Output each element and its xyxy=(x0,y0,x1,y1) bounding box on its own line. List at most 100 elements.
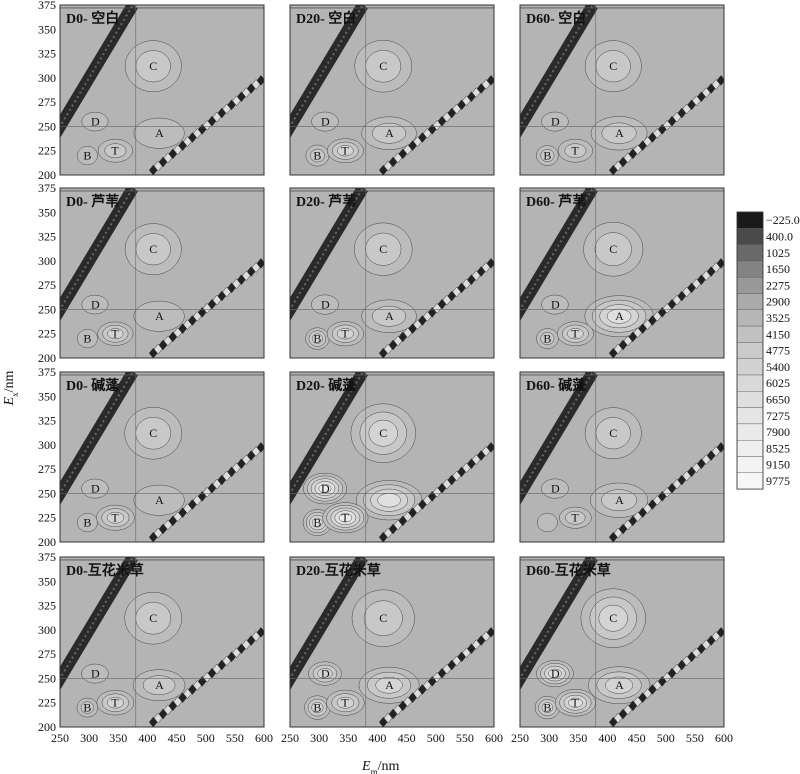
contour-b xyxy=(77,329,98,349)
peak-label-t: T xyxy=(571,144,579,158)
peak-label-c: C xyxy=(149,59,157,73)
y-tick-label: 250 xyxy=(38,671,56,685)
peak-label-a: A xyxy=(615,309,624,323)
y-tick-label: 350 xyxy=(38,22,56,36)
contour-t xyxy=(107,328,124,340)
rayleigh-scatter-core xyxy=(290,188,364,312)
colorbar-level-label: 7900 xyxy=(766,425,790,439)
peak-label-d: D xyxy=(91,298,100,312)
y-tick-label: 250 xyxy=(38,119,56,133)
y-tick-label: 225 xyxy=(38,327,56,341)
peak-label-d: D xyxy=(551,115,560,129)
x-tick-label: 300 xyxy=(80,731,98,745)
colorbar-swatch xyxy=(736,472,764,490)
x-tick-label: 500 xyxy=(657,731,675,745)
contour-a xyxy=(371,122,407,144)
colorbar-level-label: 9150 xyxy=(766,458,790,472)
contour-b xyxy=(311,702,324,714)
y-tick-label: 200 xyxy=(38,720,56,734)
colorbar-level-label: 1650 xyxy=(766,262,790,276)
eem-panel: D60-互花米草 C D A B T 250 300 350 400 450 500 550 600 xyxy=(511,556,733,745)
second-order-scatter-mark xyxy=(716,257,724,269)
peak-label-c: C xyxy=(609,59,617,73)
x-tick-label: 350 xyxy=(109,731,127,745)
y-tick-label: 350 xyxy=(38,389,56,403)
contour-d xyxy=(317,668,333,680)
second-order-scatter-mark xyxy=(716,74,724,86)
peak-label-t: T xyxy=(111,696,119,710)
contour-t xyxy=(568,697,583,708)
colorbar-level-label: 3525 xyxy=(766,311,790,325)
panel-frame xyxy=(519,4,725,176)
peak-label-c: C xyxy=(379,611,387,625)
peak-label-c: C xyxy=(379,59,387,73)
second-order-scatter-mark xyxy=(716,626,724,638)
panel-frame xyxy=(289,187,495,359)
contour-a xyxy=(142,675,176,696)
peak-label-a: A xyxy=(155,126,164,140)
contour-t xyxy=(106,511,125,524)
y-tick-label: 300 xyxy=(38,438,56,452)
colorbar-swatch xyxy=(736,211,764,229)
y-tick-label: 225 xyxy=(38,511,56,525)
colorbar-level-label: 6650 xyxy=(766,392,790,406)
y-tick-label: 325 xyxy=(38,47,56,61)
y-tick-label: 200 xyxy=(38,351,56,365)
peak-label-t: T xyxy=(341,327,349,341)
eem-panel: D60- 芦苇 C D A B T xyxy=(519,187,725,359)
colorbar-level-label: −225.0 xyxy=(766,213,800,227)
second-order-scatter-mark xyxy=(486,257,494,269)
peak-label-b: B xyxy=(83,149,91,163)
y-axis-label: Ex/nm xyxy=(2,370,20,406)
y-tick-label: 250 xyxy=(38,486,56,500)
panel-title: D0- 芦苇 xyxy=(66,193,119,210)
x-tick-label: 550 xyxy=(226,731,244,745)
colorbar-swatch xyxy=(736,293,764,310)
panel-title: D60- 碱蓬 xyxy=(526,377,587,394)
colorbar-level-label: 4150 xyxy=(766,327,790,341)
colorbar-level-label: 4775 xyxy=(766,344,790,358)
eem-panel: D60- 空白 C D A B T xyxy=(519,4,725,176)
peak-label-a: A xyxy=(155,678,164,692)
y-tick-label: 225 xyxy=(38,144,56,158)
x-tick-label: 400 xyxy=(368,731,386,745)
x-tick-label: 400 xyxy=(598,731,616,745)
panel-frame xyxy=(59,556,265,728)
contour-t xyxy=(336,696,355,709)
colorbar-level-label: 6025 xyxy=(766,376,790,390)
panel-title: D20- 芦苇 xyxy=(296,193,356,210)
colorbar-legend: −225.0 400.0 1025 1650 2275 2900 3525 4150 4775 5… xyxy=(736,211,800,490)
peak-label-b: B xyxy=(313,516,321,530)
colorbar-swatch xyxy=(736,260,764,278)
peak-label-d: D xyxy=(551,298,560,312)
peak-label-a: A xyxy=(615,126,624,140)
peak-label-t: T xyxy=(571,327,579,341)
peak-label-t: T xyxy=(341,696,349,710)
peak-label-t: T xyxy=(111,144,119,158)
colorbar-level-label: 2900 xyxy=(766,295,790,309)
peak-label-a: A xyxy=(385,309,394,323)
peak-label-d: D xyxy=(91,667,100,681)
eem-panel: D0- 碱蓬 C D A B T 200 225 250 275 300 325 350 375 xyxy=(38,365,265,549)
panel-title: D0- 碱蓬 xyxy=(66,377,120,394)
colorbar-swatch xyxy=(736,309,764,327)
contour-t xyxy=(337,145,354,157)
peak-label-b: B xyxy=(83,701,91,715)
colorbar-swatch xyxy=(736,440,764,457)
colorbar-frame xyxy=(736,211,764,490)
y-tick-label: 375 xyxy=(38,550,56,564)
panel-frame xyxy=(59,4,265,176)
peak-label-a: A xyxy=(615,493,624,507)
peak-label-d: D xyxy=(321,115,330,129)
y-tick-label: 275 xyxy=(38,462,56,476)
contour-b xyxy=(537,513,558,533)
peak-label-d: D xyxy=(91,115,100,129)
contour-a xyxy=(606,308,632,324)
panel-title: D20- 空白 xyxy=(296,10,356,27)
panel-frame xyxy=(59,371,265,543)
contour-a xyxy=(601,489,638,512)
contour-a xyxy=(601,122,637,144)
colorbar-swatch xyxy=(736,407,764,425)
peak-label-t: T xyxy=(571,511,579,525)
colorbar-level-label: 7275 xyxy=(766,409,790,423)
